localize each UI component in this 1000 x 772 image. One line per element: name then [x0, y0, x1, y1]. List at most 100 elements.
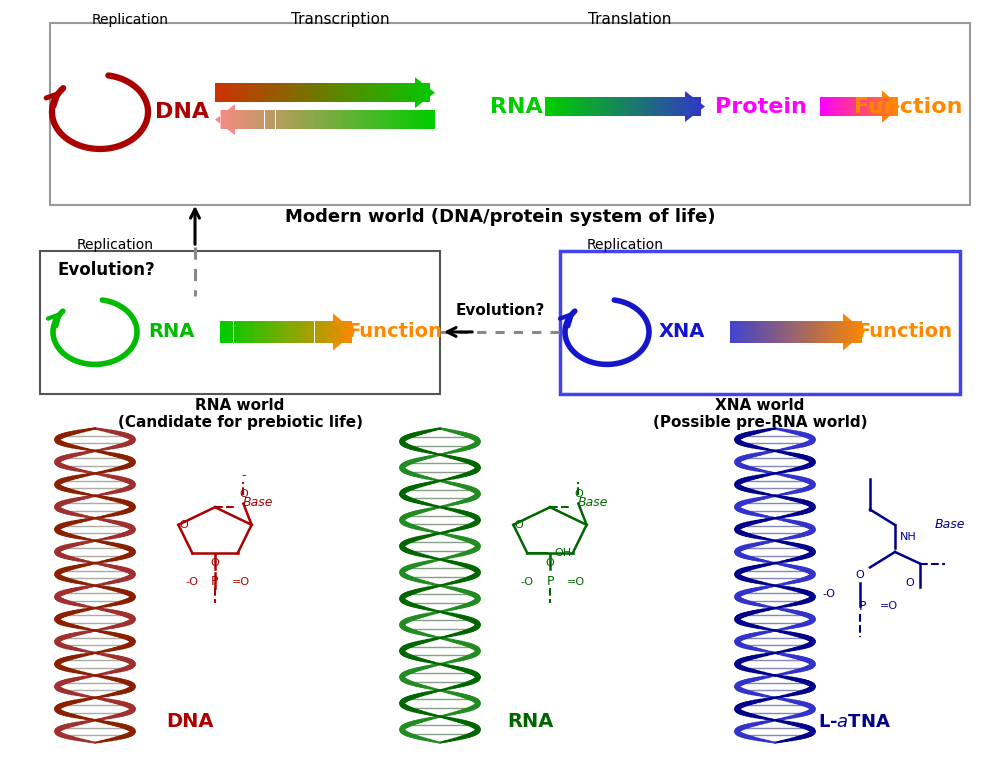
FancyArrow shape [838, 97, 840, 116]
FancyArrow shape [888, 97, 890, 116]
FancyArrow shape [369, 83, 374, 102]
FancyArrow shape [287, 110, 292, 129]
FancyArrow shape [689, 97, 693, 116]
FancyArrow shape [237, 83, 242, 102]
FancyArrow shape [573, 97, 577, 116]
FancyArrow shape [832, 97, 834, 116]
FancyArrow shape [880, 97, 882, 116]
FancyArrow shape [794, 321, 798, 343]
FancyArrow shape [845, 321, 848, 343]
Text: RNA: RNA [148, 323, 194, 341]
FancyArrow shape [230, 321, 233, 343]
FancyArrow shape [842, 97, 844, 116]
FancyArrow shape [811, 321, 814, 343]
FancyArrow shape [855, 321, 858, 343]
Text: O: O [211, 558, 219, 568]
FancyArrow shape [760, 321, 764, 343]
FancyArrow shape [304, 321, 308, 343]
FancyArrow shape [858, 97, 860, 116]
FancyArrow shape [284, 321, 288, 343]
FancyArrow shape [882, 97, 884, 116]
FancyArrow shape [342, 321, 345, 343]
FancyArrow shape [271, 321, 274, 343]
FancyArrow shape [561, 97, 565, 116]
FancyArrow shape [621, 97, 625, 116]
FancyArrow shape [834, 97, 836, 116]
FancyArrow shape [242, 110, 248, 129]
FancyArrow shape [292, 110, 298, 129]
Text: L-$\it{a}$TNA: L-$\it{a}$TNA [818, 713, 892, 731]
Text: Evolution?: Evolution? [57, 261, 155, 279]
FancyArrow shape [227, 321, 230, 343]
FancyArrow shape [553, 97, 557, 116]
FancyArrow shape [301, 321, 304, 343]
FancyArrow shape [335, 321, 338, 343]
Text: RNA: RNA [490, 96, 543, 117]
FancyArrow shape [804, 321, 808, 343]
Text: RNA world
(Candidate for prebiotic life): RNA world (Candidate for prebiotic life) [118, 398, 362, 430]
FancyArrow shape [852, 97, 854, 116]
FancyArrow shape [585, 97, 589, 116]
FancyArrow shape [254, 321, 257, 343]
FancyArrow shape [215, 83, 220, 102]
FancyArrow shape [831, 321, 835, 343]
FancyArrow shape [894, 97, 896, 116]
FancyArrow shape [801, 321, 804, 343]
FancyArrow shape [848, 321, 852, 343]
Text: O: O [179, 520, 188, 530]
FancyArrow shape [864, 97, 866, 116]
FancyArrow shape [303, 83, 308, 102]
FancyArrow shape [822, 97, 824, 116]
FancyArrow shape [250, 321, 254, 343]
FancyArrow shape [347, 110, 352, 129]
FancyArrow shape [846, 97, 848, 116]
Text: Transcription: Transcription [291, 12, 389, 27]
FancyArrow shape [220, 321, 223, 343]
FancyArrow shape [311, 321, 314, 343]
FancyArrow shape [237, 110, 242, 129]
FancyArrow shape [557, 97, 561, 116]
FancyArrow shape [298, 321, 301, 343]
FancyArrow shape [653, 97, 657, 116]
FancyArrow shape [341, 110, 347, 129]
FancyArrow shape [364, 83, 369, 102]
FancyArrow shape [308, 110, 314, 129]
FancyArrow shape [325, 321, 328, 343]
FancyArrow shape [854, 97, 856, 116]
FancyArrow shape [386, 110, 391, 129]
FancyArrow shape [281, 83, 287, 102]
Text: -: - [241, 469, 246, 482]
FancyArrow shape [248, 83, 254, 102]
FancyArrow shape [247, 321, 250, 343]
FancyArrow shape [325, 83, 330, 102]
FancyArrow shape [637, 97, 641, 116]
Text: Modern world (DNA/protein system of life): Modern world (DNA/protein system of life… [285, 208, 715, 226]
FancyArrow shape [685, 97, 689, 116]
FancyArrow shape [325, 110, 330, 129]
FancyArrow shape [840, 97, 842, 116]
FancyArrow shape [342, 83, 347, 102]
Text: NH: NH [900, 532, 917, 541]
FancyArrow shape [629, 97, 633, 116]
FancyArrow shape [330, 83, 336, 102]
FancyArrow shape [264, 110, 270, 129]
FancyArrow shape [645, 97, 649, 116]
FancyArrow shape [328, 321, 331, 343]
Text: =O: =O [231, 577, 250, 587]
Text: Replication: Replication [76, 239, 154, 252]
FancyArrow shape [264, 83, 270, 102]
Text: -O: -O [186, 577, 198, 587]
FancyArrow shape [281, 321, 284, 343]
FancyArrow shape [415, 77, 435, 108]
FancyArrow shape [281, 110, 287, 129]
FancyArrow shape [685, 91, 705, 122]
FancyArrow shape [597, 97, 601, 116]
FancyArrow shape [345, 321, 348, 343]
Text: =O: =O [880, 601, 898, 611]
Text: Replication: Replication [92, 13, 168, 27]
Text: XNA: XNA [659, 323, 705, 341]
FancyArrow shape [314, 83, 320, 102]
FancyArrow shape [348, 321, 352, 343]
FancyArrow shape [848, 97, 850, 116]
FancyArrow shape [665, 97, 669, 116]
